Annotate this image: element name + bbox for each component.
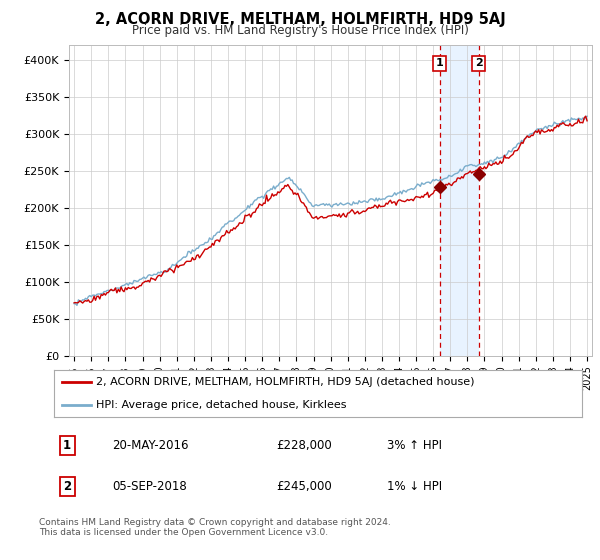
Text: 05-SEP-2018: 05-SEP-2018 <box>112 480 187 493</box>
Text: Contains HM Land Registry data © Crown copyright and database right 2024.
This d: Contains HM Land Registry data © Crown c… <box>39 518 391 538</box>
Text: 1: 1 <box>63 439 71 452</box>
Text: £245,000: £245,000 <box>276 480 332 493</box>
Text: 1% ↓ HPI: 1% ↓ HPI <box>386 480 442 493</box>
Text: HPI: Average price, detached house, Kirklees: HPI: Average price, detached house, Kirk… <box>96 400 347 410</box>
Text: 1: 1 <box>436 58 443 68</box>
Text: 2: 2 <box>475 58 483 68</box>
Text: 2, ACORN DRIVE, MELTHAM, HOLMFIRTH, HD9 5AJ (detached house): 2, ACORN DRIVE, MELTHAM, HOLMFIRTH, HD9 … <box>96 377 475 388</box>
Text: 20-MAY-2016: 20-MAY-2016 <box>112 439 188 452</box>
Text: 2: 2 <box>63 480 71 493</box>
Bar <box>440 45 479 356</box>
Text: Price paid vs. HM Land Registry's House Price Index (HPI): Price paid vs. HM Land Registry's House … <box>131 24 469 36</box>
Text: £228,000: £228,000 <box>276 439 332 452</box>
Text: 2, ACORN DRIVE, MELTHAM, HOLMFIRTH, HD9 5AJ: 2, ACORN DRIVE, MELTHAM, HOLMFIRTH, HD9 … <box>95 12 505 27</box>
Text: 3% ↑ HPI: 3% ↑ HPI <box>386 439 442 452</box>
